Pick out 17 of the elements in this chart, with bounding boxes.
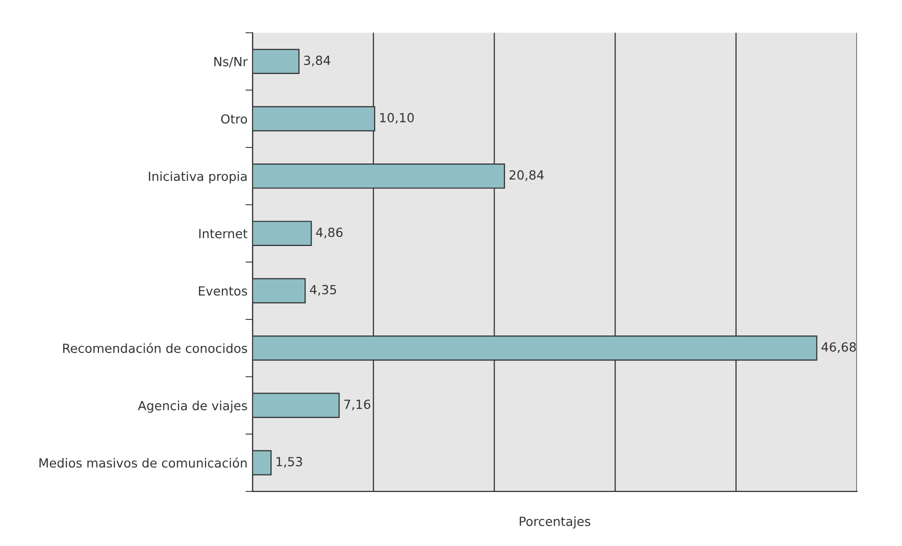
y-tick-label: Internet — [199, 229, 248, 238]
data-label: 10,10 — [380, 112, 414, 124]
data-label: 4,35 — [310, 284, 336, 296]
data-label: 1,53 — [276, 456, 302, 468]
y-tick-label: Medios masivos de comunicación — [39, 457, 247, 468]
y-tick-label: Eventos — [198, 286, 248, 296]
x-axis-title: Porcentajes — [520, 516, 590, 528]
data-label: 20,84 — [510, 170, 544, 181]
y-tick-label: Agencia de viajes — [138, 400, 248, 413]
y-tick-label: Recomendación de conocidos — [63, 342, 248, 353]
data-label: 7,16 — [344, 400, 370, 410]
data-label: 3,84 — [304, 56, 330, 66]
data-label: 4,86 — [316, 228, 343, 238]
y-tick-label: Ns/Nr — [214, 57, 248, 68]
y-tick-label: Otro — [221, 114, 248, 124]
y-tick-label: Iniciativa propia — [148, 171, 247, 184]
data-label: 46,68 — [822, 342, 856, 353]
